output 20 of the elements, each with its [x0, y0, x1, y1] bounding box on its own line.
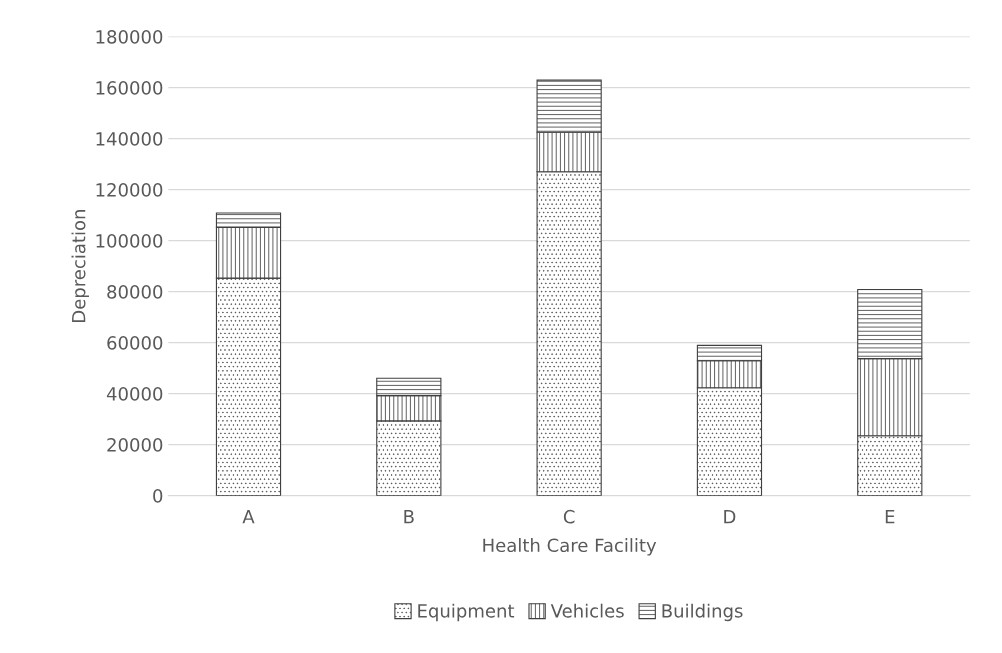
legend-label: Buildings	[662, 603, 743, 622]
x-tick-label: C	[563, 509, 575, 524]
y-tick-label: 80000	[107, 285, 163, 299]
legend-label: Equipment	[418, 603, 515, 622]
y-axis-title: Depreciation	[71, 210, 89, 322]
legend-label: Vehicles	[550, 603, 624, 618]
x-tick-label: B	[404, 510, 414, 524]
y-tick-label: 180000	[96, 30, 163, 44]
y-tick-label: 100000	[96, 234, 163, 248]
y-tick-label: 160000	[96, 81, 163, 95]
y-tick-label: 0	[153, 489, 163, 503]
y-tick-label: 40000	[106, 387, 163, 401]
x-axis-title: Health Care Facility	[483, 538, 657, 556]
x-tick-label: D	[724, 510, 736, 524]
y-tick-label: 140000	[96, 132, 163, 146]
y-tick-label: 120000	[96, 183, 163, 197]
x-tick-label: A	[242, 510, 255, 524]
y-tick-label: 20000	[107, 438, 163, 452]
x-tick-label: E	[885, 510, 895, 524]
y-tick-label: 60000	[107, 336, 163, 350]
